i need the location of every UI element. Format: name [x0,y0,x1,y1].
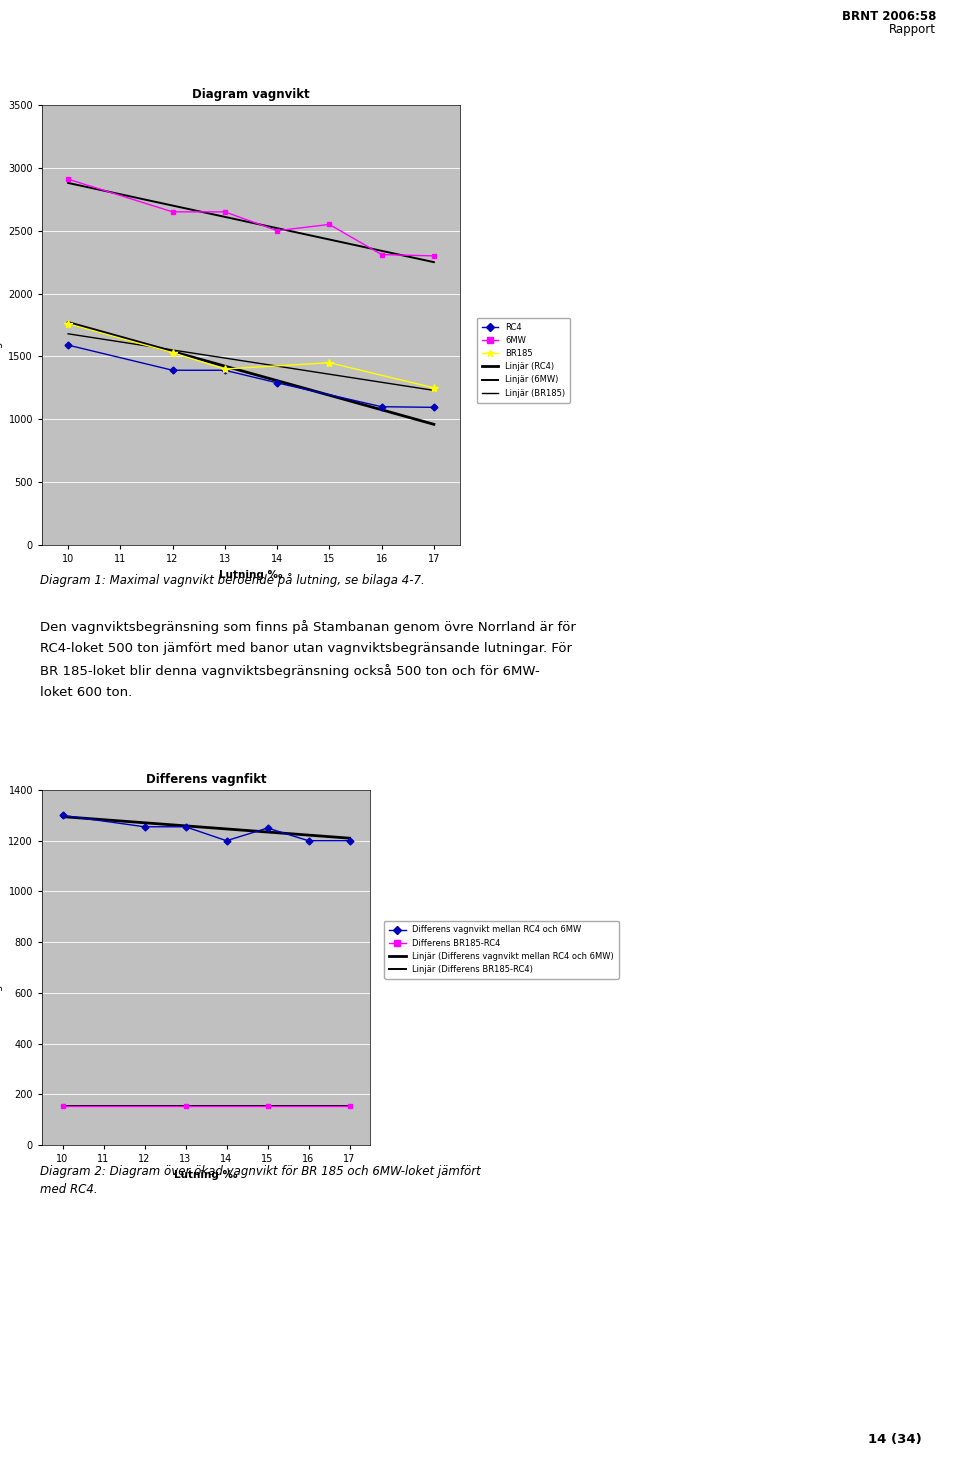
Legend: Differens vagnvikt mellan RC4 och 6MW, Differens BR185-RC4, Linjär (Differens va: Differens vagnvikt mellan RC4 och 6MW, D… [384,921,619,980]
Title: Differens vagnfikt: Differens vagnfikt [146,773,266,787]
Text: Diagram 1: Maximal vagnvikt beroende på lutning, se bilaga 4-7.: Diagram 1: Maximal vagnvikt beroende på … [40,573,425,586]
Text: Den vagnviktsbegränsning som finns på Stambanan genom övre Norrland är för: Den vagnviktsbegränsning som finns på St… [40,620,576,633]
X-axis label: Lutning ‰: Lutning ‰ [219,570,283,579]
Legend: RC4, 6MW, BR185, Linjär (RC4), Linjär (6MW), Linjär (BR185): RC4, 6MW, BR185, Linjär (RC4), Linjär (6… [477,318,570,402]
Text: loket 600 ton.: loket 600 ton. [40,686,132,700]
Text: BR 185-loket blir denna vagnviktsbegränsning också 500 ton och för 6MW-: BR 185-loket blir denna vagnviktsbegräns… [40,664,540,678]
Text: med RC4.: med RC4. [40,1183,98,1196]
Text: RC4-loket 500 ton jämfört med banor utan vagnviktsbegränsande lutningar. För: RC4-loket 500 ton jämfört med banor utan… [40,642,572,655]
X-axis label: Lutning ‰: Lutning ‰ [175,1170,238,1180]
Text: Diagram 2: Diagram över ökad vagnvikt för BR 185 och 6MW-loket jämfört: Diagram 2: Diagram över ökad vagnvikt fö… [40,1165,481,1178]
Y-axis label: Vagnvikt i ton: Vagnvikt i ton [0,931,3,1003]
Y-axis label: Vagnvikt i ton: Vagnvikt i ton [0,289,3,361]
Title: Diagram vagnvikt: Diagram vagnvikt [192,88,310,102]
Text: 14 (34): 14 (34) [868,1433,922,1446]
Text: BRNT 2006:58: BRNT 2006:58 [842,9,936,22]
Text: Rapport: Rapport [889,24,936,35]
